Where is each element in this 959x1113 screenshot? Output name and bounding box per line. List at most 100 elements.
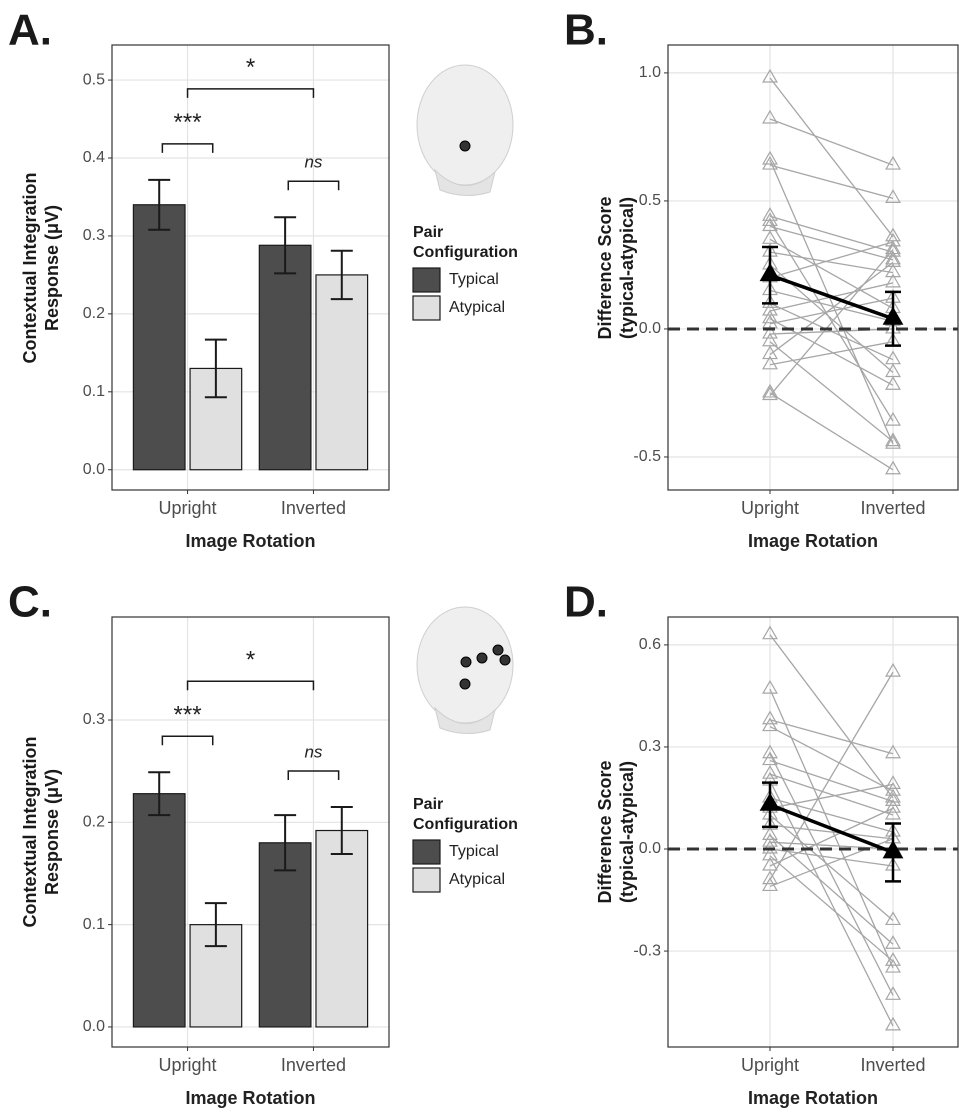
significance-bracket xyxy=(161,143,214,153)
subject-point xyxy=(885,376,901,390)
subject-point xyxy=(762,710,778,725)
subject-point xyxy=(762,877,778,892)
y-tick-label: 0.1 xyxy=(83,916,105,933)
x-tick-label: Inverted xyxy=(860,1055,925,1075)
subject-point xyxy=(762,717,778,732)
subject-line xyxy=(769,634,894,799)
subject-line xyxy=(769,725,894,792)
error-bar xyxy=(148,771,171,817)
subject-line xyxy=(769,225,894,261)
subject-line xyxy=(769,855,894,962)
y-tick-label: 0.1 xyxy=(83,383,105,400)
mean-point xyxy=(882,306,904,325)
subject-point xyxy=(762,826,778,841)
y-axis-title: Contextual Integration Response (μV) xyxy=(20,172,62,364)
bar xyxy=(132,204,186,471)
y-tick-label: 0.0 xyxy=(83,461,105,478)
panel-background xyxy=(668,45,958,490)
subject-point xyxy=(762,744,778,759)
legend-title: Pair Configuration xyxy=(413,796,518,833)
error-bar xyxy=(330,805,353,856)
mean-line xyxy=(769,803,894,855)
legend-key xyxy=(412,839,441,865)
significance-bracket xyxy=(161,735,214,746)
subject-point xyxy=(762,679,778,694)
subject-point xyxy=(885,240,901,255)
subject-point xyxy=(885,744,901,759)
bar xyxy=(315,829,369,1028)
subject-point xyxy=(762,846,778,861)
subject-point xyxy=(885,798,901,813)
y-tick-label: -0.5 xyxy=(633,448,661,465)
subject-point xyxy=(762,764,778,779)
subject-line xyxy=(769,753,894,996)
head-icon xyxy=(416,64,514,196)
subject-point xyxy=(885,242,901,257)
subject-point xyxy=(885,958,901,973)
subject-point xyxy=(885,911,901,926)
subject-point xyxy=(762,625,778,640)
subject-line xyxy=(769,848,894,867)
x-axis-title: Image Rotation xyxy=(748,531,878,551)
subject-line xyxy=(769,249,894,396)
subject-point xyxy=(762,345,778,360)
subject-point xyxy=(762,68,778,83)
y-tick-label: 0.0 xyxy=(639,320,661,337)
subject-point xyxy=(762,383,778,398)
x-tick-label: Upright xyxy=(741,498,799,518)
subject-line xyxy=(769,289,894,322)
subject-line xyxy=(769,671,894,880)
subject-line xyxy=(769,297,894,325)
mean-point xyxy=(882,840,904,859)
legend-key xyxy=(412,295,441,321)
subject-point xyxy=(885,155,901,170)
y-tick-label: 0.0 xyxy=(83,1018,105,1035)
mean-point xyxy=(759,792,781,811)
subject-point xyxy=(885,189,901,203)
panel-border xyxy=(667,616,959,1048)
subject-point xyxy=(885,986,901,1000)
subject-point xyxy=(885,775,901,789)
subject-line xyxy=(769,824,894,840)
legend-label: Atypical xyxy=(449,871,505,888)
subject-point xyxy=(762,150,778,165)
y-tick-label: 0.6 xyxy=(639,636,661,653)
subject-line xyxy=(769,807,894,867)
error-bar xyxy=(274,814,297,872)
subject-point xyxy=(762,207,778,221)
subject-point xyxy=(762,815,778,830)
y-tick-label: 0.4 xyxy=(83,149,105,166)
y-tick-label: 0.3 xyxy=(639,738,661,755)
y-tick-label: 1.0 xyxy=(639,64,661,81)
subject-point xyxy=(762,856,778,871)
subject-line xyxy=(769,164,894,199)
subject-line xyxy=(769,834,894,945)
subject-point xyxy=(885,253,901,267)
subject-point xyxy=(762,109,778,124)
mean-point xyxy=(759,263,781,282)
subject-point xyxy=(885,935,901,949)
error-bar xyxy=(274,216,297,275)
x-tick-label: Upright xyxy=(159,498,217,518)
subject-point xyxy=(762,839,778,854)
subject-point xyxy=(885,434,901,449)
y-axis-title: Difference Score (typical-atypical) xyxy=(595,760,637,904)
panel-border xyxy=(111,44,390,491)
significance-bracket xyxy=(287,770,340,780)
subject-line xyxy=(769,159,894,445)
subject-line xyxy=(769,841,894,850)
bar xyxy=(258,842,312,1028)
significance-label: ns xyxy=(304,153,322,172)
subject-point xyxy=(885,273,901,288)
subject-line xyxy=(769,719,894,755)
x-tick-label: Inverted xyxy=(281,498,346,518)
subject-line xyxy=(769,118,894,166)
panel-border xyxy=(667,44,959,491)
subject-point xyxy=(885,805,901,820)
significance-label: *** xyxy=(174,702,202,729)
subject-point xyxy=(762,355,778,370)
x-axis-title: Image Rotation xyxy=(185,1088,315,1108)
y-tick-label: 0.0 xyxy=(639,840,661,857)
x-tick-label: Inverted xyxy=(860,498,925,518)
